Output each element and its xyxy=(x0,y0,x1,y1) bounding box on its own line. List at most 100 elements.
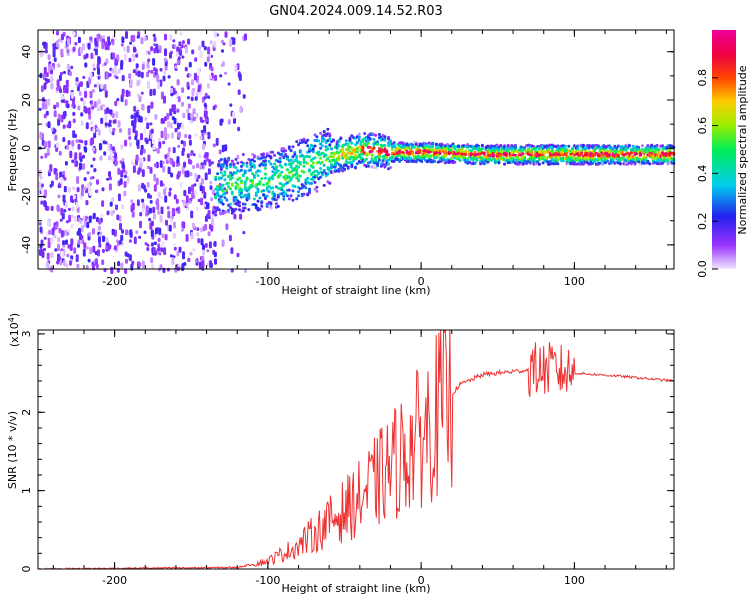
spectrogram-cell xyxy=(203,125,207,133)
spectrogram-cell xyxy=(131,56,134,61)
spectrogram-cell xyxy=(216,185,220,189)
spectrogram-cell xyxy=(191,184,194,193)
spectrogram-cell xyxy=(102,104,106,108)
spectrogram-cell xyxy=(236,183,240,186)
spectrogram-cell xyxy=(116,98,120,102)
spectrogram-cell xyxy=(38,249,42,256)
spectrogram-cell xyxy=(203,96,207,100)
spectrogram-cell xyxy=(201,119,205,123)
spectrogram-cell xyxy=(194,173,198,180)
spectrogram-cell xyxy=(186,85,190,90)
spectrogram-cell xyxy=(207,95,210,99)
spectrogram-cell xyxy=(97,56,101,64)
spectrogram-cell xyxy=(83,220,87,228)
spectrogram-cell xyxy=(195,112,199,119)
spectrogram-cell xyxy=(263,166,267,170)
spectrogram-cell xyxy=(82,100,86,106)
spectrogram-cell xyxy=(187,38,191,45)
spectrogram-cell xyxy=(473,150,477,154)
spectrogram-cell xyxy=(213,251,217,258)
spectrogram-cell xyxy=(151,263,155,270)
spectrogram-cell xyxy=(219,171,223,175)
spectrogram-cell xyxy=(155,148,159,152)
spectrogram-cell xyxy=(341,150,345,153)
spectrogram-cell xyxy=(165,219,168,226)
spectrogram-cell xyxy=(348,157,352,161)
spectrogram-cell xyxy=(227,208,231,212)
spectrogram-cell xyxy=(159,215,163,223)
spectrogram-cell xyxy=(171,116,175,121)
spectrogram-cell xyxy=(113,65,117,74)
spectrogram-cell xyxy=(615,146,619,150)
spectrogram-cell xyxy=(387,162,391,166)
spectrogram-cell xyxy=(200,197,204,206)
spectrogram-cell xyxy=(134,135,138,141)
spectrogram-cell xyxy=(182,112,186,119)
spectrogram-cell xyxy=(320,173,324,177)
spectrogram-cell xyxy=(169,157,173,164)
spectrogram-cell xyxy=(541,161,545,165)
spectrogram-cell xyxy=(158,45,162,54)
spectrogram-cell xyxy=(155,177,159,186)
spectrogram-cell xyxy=(108,126,112,134)
spectrogram-cell xyxy=(161,241,165,248)
spectrogram-cell xyxy=(147,165,151,169)
spectrogram-cell xyxy=(39,226,43,233)
spectrogram-cell xyxy=(166,133,170,139)
spectrogram-cell xyxy=(308,187,311,191)
spectrogram-cell xyxy=(609,161,613,165)
spectrogram-cell xyxy=(101,248,105,253)
spectrogram-cell xyxy=(319,167,323,170)
spectrogram-cell xyxy=(183,262,187,266)
spectrogram-cell xyxy=(238,204,242,208)
spectrogram-cell xyxy=(326,147,330,151)
spectrogram-cell xyxy=(193,72,197,81)
spectrogram-cell xyxy=(56,260,60,265)
spectrogram-cell xyxy=(256,199,260,203)
spectrogram-cell xyxy=(196,232,200,237)
spectrogram-cell xyxy=(135,71,139,76)
spectrogram-cell xyxy=(280,152,284,156)
spectrogram-cell xyxy=(192,108,196,112)
spectrogram-cell xyxy=(107,41,111,46)
spectrogram-cell xyxy=(141,198,145,203)
spectrogram-cell xyxy=(372,146,376,150)
spectrogram-cell xyxy=(56,204,60,212)
spectrogram-cell xyxy=(164,48,167,57)
spectrogram-cell xyxy=(286,194,289,198)
spectrogram-cell xyxy=(135,154,139,161)
scale-exponent: 4 xyxy=(7,317,16,322)
spectrogram-cell xyxy=(313,156,317,160)
spectrogram-cell xyxy=(302,137,306,141)
spectrogram-cell xyxy=(57,237,61,243)
spectrogram-cell xyxy=(594,146,598,150)
spectrogram-cell xyxy=(93,84,97,88)
spectrogram-cell xyxy=(514,145,517,149)
spectrogram-cell xyxy=(196,163,200,169)
spectrogram-cell xyxy=(232,111,236,119)
spectrogram-cell xyxy=(297,190,300,194)
spectrogram-cell xyxy=(297,165,300,169)
spectrogram-cell xyxy=(38,107,42,111)
spectrogram-cell xyxy=(293,151,297,154)
spectrogram-cell xyxy=(108,176,112,181)
spectrogram-cell xyxy=(216,172,220,176)
spectrogram-cell xyxy=(119,178,123,185)
spectrogram-cell xyxy=(121,75,125,82)
spectrogram-cell xyxy=(143,36,147,42)
spectrogram-cell xyxy=(111,68,115,74)
spectrogram-cell xyxy=(209,62,213,68)
spectrogram-cell xyxy=(225,188,229,192)
spectrogram-cell xyxy=(252,197,256,201)
spectrogram-cell xyxy=(124,139,128,147)
spectrogram-cell xyxy=(71,140,75,147)
spectrogram-cell xyxy=(326,157,330,161)
spectrogram-cell xyxy=(180,228,184,232)
colorbar-tick-label: 0.0 xyxy=(696,260,709,278)
spectrogram-cell xyxy=(624,148,628,152)
spectrogram-cell xyxy=(282,156,286,160)
spectrogram-cell xyxy=(187,257,191,263)
scale-suffix: ) xyxy=(8,313,21,317)
spectrogram-cell xyxy=(209,180,213,185)
spectrogram-cell xyxy=(135,230,139,235)
